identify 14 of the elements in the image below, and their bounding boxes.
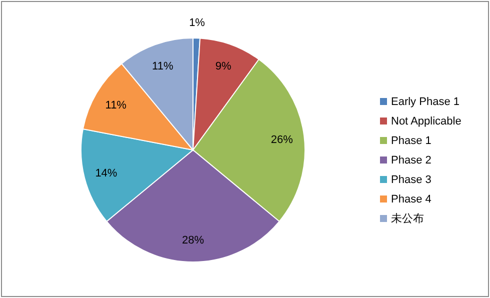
legend-label: Phase 3: [391, 174, 432, 186]
data-label: 9%: [215, 60, 232, 73]
data-label: 28%: [182, 234, 204, 247]
data-label: 26%: [270, 134, 294, 146]
legend-label: Phase 2: [391, 154, 432, 166]
data-label: 1%: [189, 17, 206, 30]
legend-label: Early Phase 1: [391, 96, 460, 108]
legend-label: Not Applicable: [391, 116, 462, 128]
data-label: 11%: [152, 60, 174, 73]
legend-label: Phase 4: [391, 194, 432, 206]
legend-label: 未公布: [391, 212, 424, 225]
legend-label: Phase 1: [391, 135, 432, 147]
data-label: 11%: [105, 99, 127, 112]
data-label: 14%: [95, 167, 118, 180]
